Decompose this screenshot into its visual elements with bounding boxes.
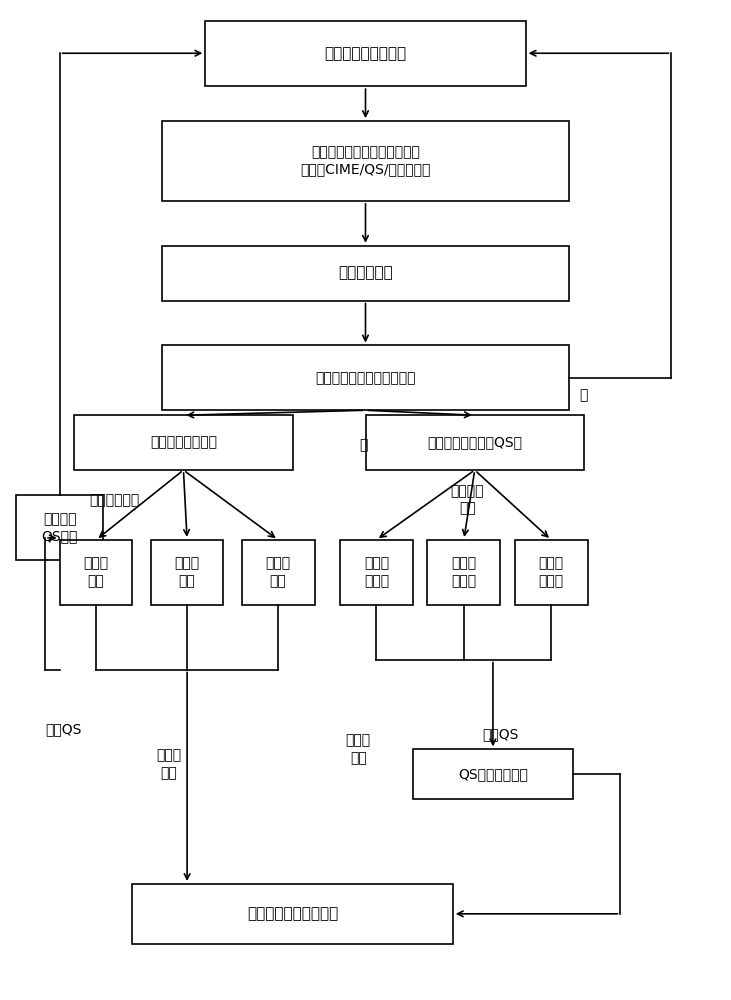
FancyBboxPatch shape (75, 415, 292, 470)
Text: 分布式文件系统（QS）: 分布式文件系统（QS） (427, 436, 522, 450)
Text: 分布式并行实时数据库: 分布式并行实时数据库 (247, 906, 338, 921)
FancyBboxPatch shape (162, 246, 569, 301)
Text: 分布式实时数据库: 分布式实时数据库 (150, 436, 217, 450)
Text: 检查是否具备模型提取权限: 检查是否具备模型提取权限 (315, 371, 416, 385)
FancyBboxPatch shape (205, 21, 526, 86)
FancyBboxPatch shape (162, 345, 569, 410)
Text: 模型类型、范围、版本、返回
方式（CIME/QS/实时库）等: 模型类型、范围、版本、返回 方式（CIME/QS/实时库）等 (300, 145, 431, 177)
Text: 返回QS: 返回QS (482, 727, 518, 741)
Text: 返回实
时库: 返回实 时库 (156, 749, 181, 780)
Text: QS转数据库接口: QS转数据库接口 (458, 767, 528, 781)
FancyBboxPatch shape (340, 540, 413, 605)
Text: 局部数
据库: 局部数 据库 (265, 557, 291, 588)
FancyBboxPatch shape (132, 884, 453, 944)
Text: 局部数
据库: 局部数 据库 (83, 557, 109, 588)
Text: 用户或应用程序请求: 用户或应用程序请求 (325, 46, 406, 61)
FancyBboxPatch shape (413, 749, 573, 799)
Text: 数据库转
QS接口: 数据库转 QS接口 (42, 512, 77, 543)
FancyBboxPatch shape (242, 540, 314, 605)
Text: 局部数
据库: 局部数 据库 (175, 557, 200, 588)
FancyBboxPatch shape (162, 121, 569, 201)
FancyBboxPatch shape (515, 540, 588, 605)
Text: 返回QS: 返回QS (45, 722, 81, 736)
Text: 是: 是 (359, 438, 368, 452)
Text: 返回实
时库: 返回实 时库 (346, 734, 371, 765)
FancyBboxPatch shape (366, 415, 584, 470)
Text: 实时计算模型: 实时计算模型 (89, 493, 140, 507)
Text: 否: 否 (580, 388, 588, 402)
FancyBboxPatch shape (428, 540, 500, 605)
Text: 模型管理平台: 模型管理平台 (338, 266, 393, 281)
FancyBboxPatch shape (16, 495, 103, 560)
FancyBboxPatch shape (60, 540, 132, 605)
Text: 局部文
件系统: 局部文 件系统 (539, 557, 564, 588)
FancyBboxPatch shape (151, 540, 224, 605)
Text: 局部文
件系统: 局部文 件系统 (451, 557, 477, 588)
Text: 局部文
件系统: 局部文 件系统 (364, 557, 389, 588)
Text: 历史计算
模型: 历史计算 模型 (451, 484, 484, 516)
